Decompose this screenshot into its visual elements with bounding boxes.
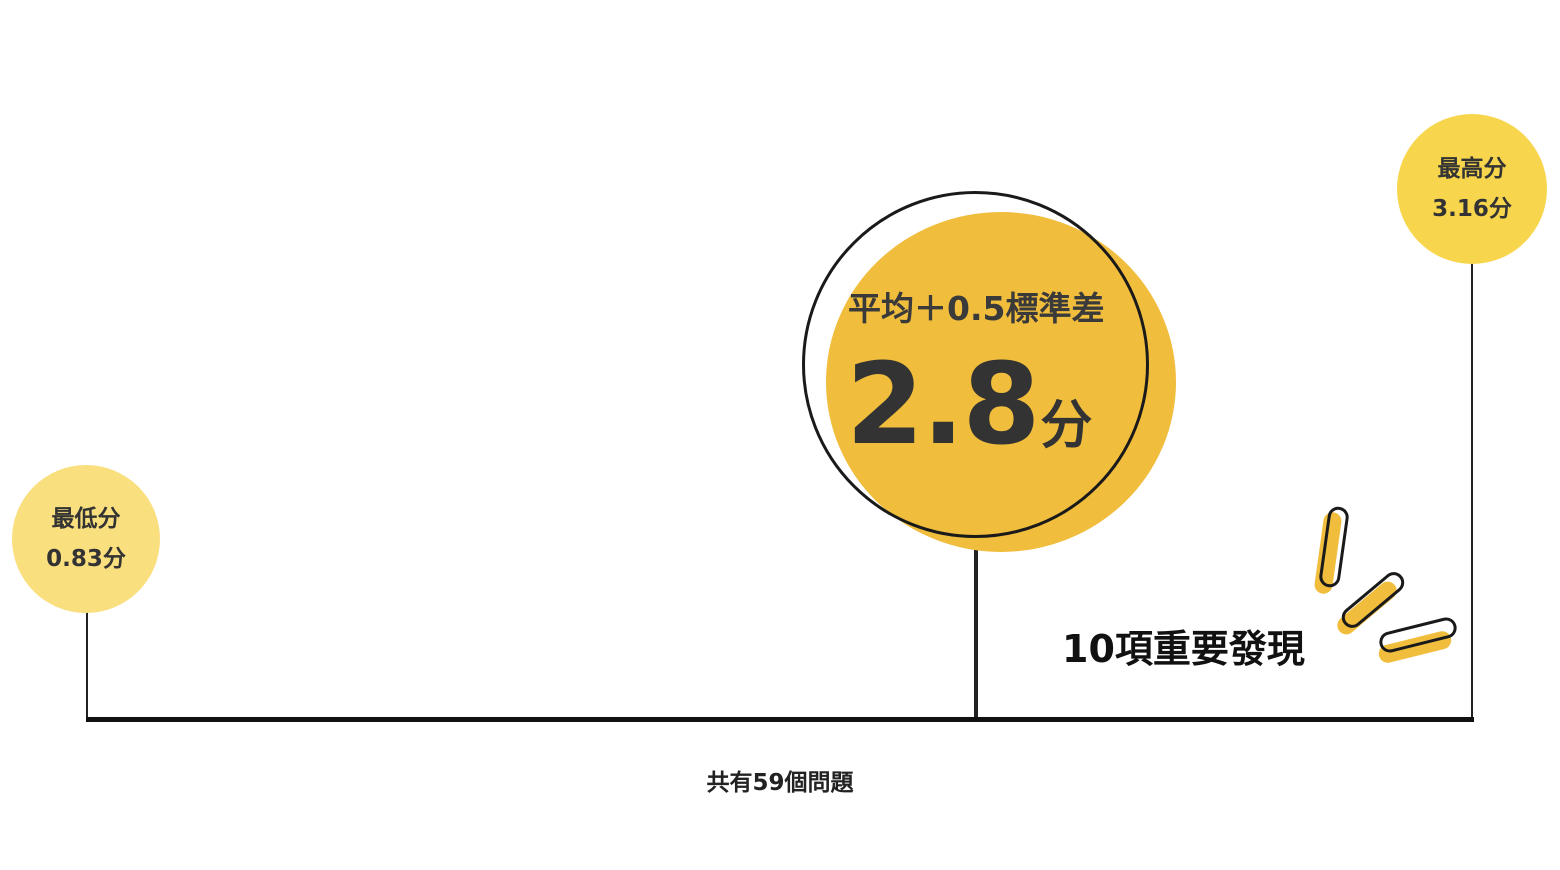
min-stem (86, 597, 88, 719)
burst-pill-2 (1337, 572, 1405, 635)
max-stem (1471, 252, 1473, 719)
threshold-unit: 分 (1040, 396, 1093, 456)
mean-stem (974, 538, 978, 719)
threshold-label: 平均＋0.5標準差 (848, 289, 1105, 328)
min-score-label: 最低分 (51, 506, 121, 532)
threshold-value: 2.8 (846, 340, 1040, 470)
min-score-value: 0.83分 (46, 546, 126, 572)
burst-pill-1 (1314, 506, 1349, 594)
max-score-value: 3.16分 (1432, 196, 1512, 222)
max-score-marker: 最高分 3.16分 (1397, 114, 1547, 264)
threshold-value-group: 2.8分 (846, 340, 1092, 470)
score-axis-line (86, 717, 1474, 722)
max-score-label: 最高分 (1437, 156, 1507, 182)
threshold-circle-outline (802, 191, 1149, 538)
burst-pill-3 (1378, 617, 1457, 663)
total-questions-caption: 共有59個問題 (706, 770, 854, 796)
sparkle-burst-icon (1314, 506, 1457, 663)
key-findings-label: 10項重要發現 (1062, 627, 1305, 671)
min-score-marker: 最低分 0.83分 (12, 465, 160, 613)
